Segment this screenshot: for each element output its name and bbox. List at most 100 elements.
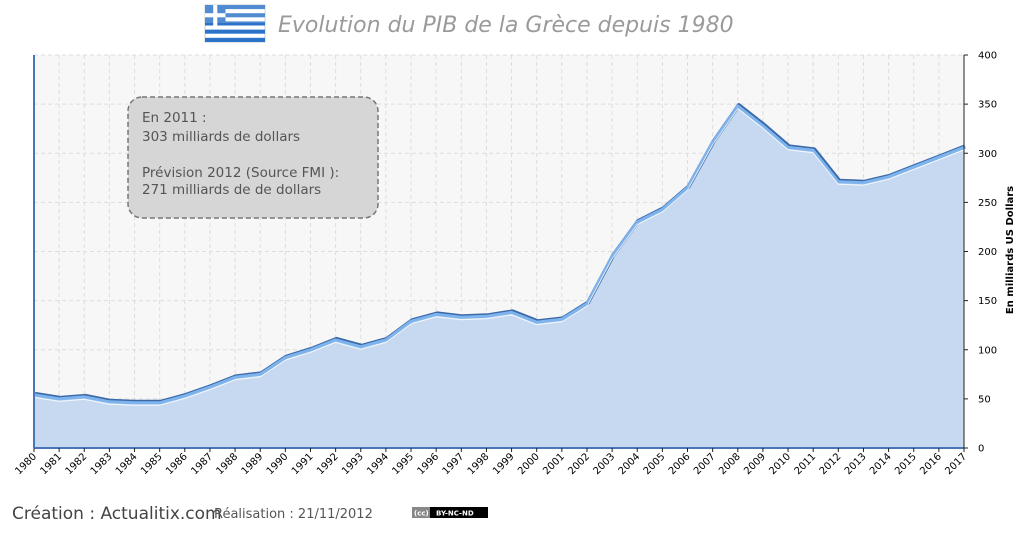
x-tick-label: 2006 (667, 451, 693, 477)
x-tick-label: 2002 (566, 451, 592, 477)
y-tick-label: 200 (978, 247, 997, 258)
x-tick-label: 2015 (893, 451, 919, 477)
data-point-1999 (510, 311, 513, 314)
x-tick-label: 2007 (692, 451, 718, 477)
data-point-1986 (183, 394, 187, 398)
x-tick-label: 1993 (340, 451, 366, 477)
x-tick-label: 2011 (793, 451, 819, 477)
data-point-2009 (761, 124, 765, 127)
x-tick-label: 2004 (617, 451, 643, 477)
x-tick-label: 2013 (843, 451, 869, 477)
series-line-highlight (33, 108, 965, 406)
y-tick-label: 50 (978, 394, 991, 405)
y-tick-label: 250 (978, 198, 997, 209)
x-tick-labels: 1980 1981 1982 1983 1984 1985 1986 1987 1988 1989… (13, 448, 969, 477)
cc-license-badge: (cc) BY-NC-ND (412, 507, 488, 518)
x-tick-label: 1985 (139, 451, 165, 477)
data-point-1998 (485, 315, 488, 318)
data-point-2005 (661, 208, 664, 211)
data-point-1989 (259, 373, 262, 376)
annotation-line-2: 303 milliards de dollars (142, 129, 300, 145)
x-tick-label: 2003 (591, 451, 617, 477)
cc-license-prefix: (cc) (414, 510, 429, 518)
x-tick-label: 1998 (466, 451, 492, 477)
x-tick-label: 1988 (214, 451, 240, 477)
x-tick-label: 1986 (164, 451, 190, 477)
series-line (33, 104, 965, 405)
data-point-1991 (309, 348, 312, 351)
y-tick-label: 350 (978, 100, 997, 111)
x-tick-label: 1995 (390, 451, 416, 477)
x-tick-label: 1983 (89, 451, 115, 477)
data-point-2010 (786, 146, 790, 149)
x-tick-label: 2012 (818, 451, 844, 477)
y-tick-labels: 0 50 100 150 200 250 300 350 400 (964, 51, 997, 455)
data-point-2006 (686, 186, 689, 189)
x-tick-label: 2008 (717, 451, 743, 477)
data-point-2014 (887, 175, 890, 179)
data-point-2015 (912, 165, 915, 169)
greece-flag-icon (204, 4, 266, 43)
data-point-1995 (409, 320, 413, 323)
x-tick-label: 1990 (265, 451, 291, 477)
x-tick-label: 2010 (767, 451, 793, 477)
data-point-2002 (585, 302, 589, 305)
x-tick-label: 2009 (742, 451, 768, 477)
x-tick-label: 2017 (943, 451, 969, 477)
x-tick-label: 1997 (441, 451, 467, 477)
data-point-2000 (535, 321, 538, 324)
x-tick-label: 1999 (491, 451, 517, 477)
y-tick-label: 300 (978, 149, 997, 160)
y-axis-label: En milliards US Dollars (1005, 186, 1016, 314)
x-tick-label: 1982 (64, 451, 90, 477)
realisation-date: Réalisation : 21/11/2012 (214, 507, 373, 522)
y-tick-label: 0 (978, 444, 984, 455)
data-point-2011 (811, 149, 815, 152)
y-tick-label: 150 (978, 296, 997, 307)
data-point-2003 (610, 255, 614, 258)
x-tick-label: 2001 (541, 451, 567, 477)
data-point-2012 (837, 180, 840, 183)
data-point-1997 (460, 316, 463, 319)
data-point-2008 (736, 104, 739, 108)
data-point-2016 (937, 155, 941, 159)
data-point-2001 (560, 318, 564, 321)
x-tick-label: 1980 (13, 451, 39, 477)
annotation-line-4: 271 milliards de de dollars (142, 182, 321, 198)
y-tick-label: 400 (978, 51, 997, 62)
area-fill (34, 106, 964, 448)
x-tick-label: 2005 (642, 451, 668, 477)
x-tick-label: 1987 (189, 451, 215, 477)
x-tick-label: 1996 (416, 451, 442, 477)
chart-title: Evolution du PIB de la Grèce depuis 1980 (278, 13, 734, 38)
x-tick-label: 1991 (290, 451, 316, 477)
annotation-line-3: Prévision 2012 (Source FMI ): (142, 165, 339, 181)
data-point-1982 (83, 395, 86, 399)
data-point-1985 (158, 401, 161, 405)
data-point-1984 (133, 401, 136, 405)
x-tick-label: 1992 (315, 451, 341, 477)
x-tick-label: 2000 (516, 451, 542, 477)
data-point-1981 (57, 397, 61, 401)
data-point-1992 (334, 338, 337, 342)
data-point-2007 (711, 141, 714, 144)
data-point-2004 (636, 220, 639, 224)
annotation-line-1: En 2011 : (142, 110, 207, 126)
x-tick-label: 1981 (38, 451, 64, 477)
data-point-1994 (384, 338, 388, 342)
x-tick-label: 2014 (868, 451, 894, 477)
x-tick-label: 1994 (365, 451, 391, 477)
data-point-1993 (359, 345, 362, 349)
data-point-1990 (284, 356, 287, 359)
x-tick-label: 1984 (114, 451, 140, 477)
data-point-1988 (233, 376, 237, 379)
cc-license-label: BY-NC-ND (436, 510, 474, 518)
annotation-box: En 2011 : 303 milliards de dollars Prévi… (127, 96, 379, 219)
data-point-1983 (108, 400, 111, 404)
data-point-1996 (434, 313, 438, 316)
series-area (32, 103, 966, 448)
x-tick-label: 2016 (918, 451, 944, 477)
x-tick-label: 1989 (240, 451, 266, 477)
data-point-1987 (208, 385, 212, 389)
